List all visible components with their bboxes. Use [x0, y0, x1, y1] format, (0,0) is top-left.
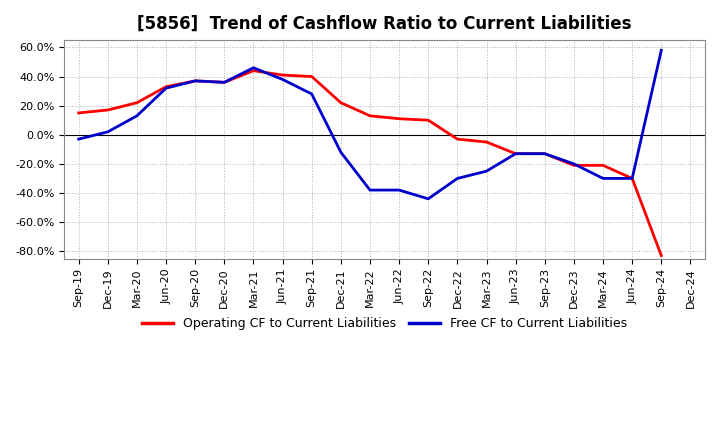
Title: [5856]  Trend of Cashflow Ratio to Current Liabilities: [5856] Trend of Cashflow Ratio to Curren… [138, 15, 631, 33]
Legend: Operating CF to Current Liabilities, Free CF to Current Liabilities: Operating CF to Current Liabilities, Fre… [137, 312, 632, 335]
